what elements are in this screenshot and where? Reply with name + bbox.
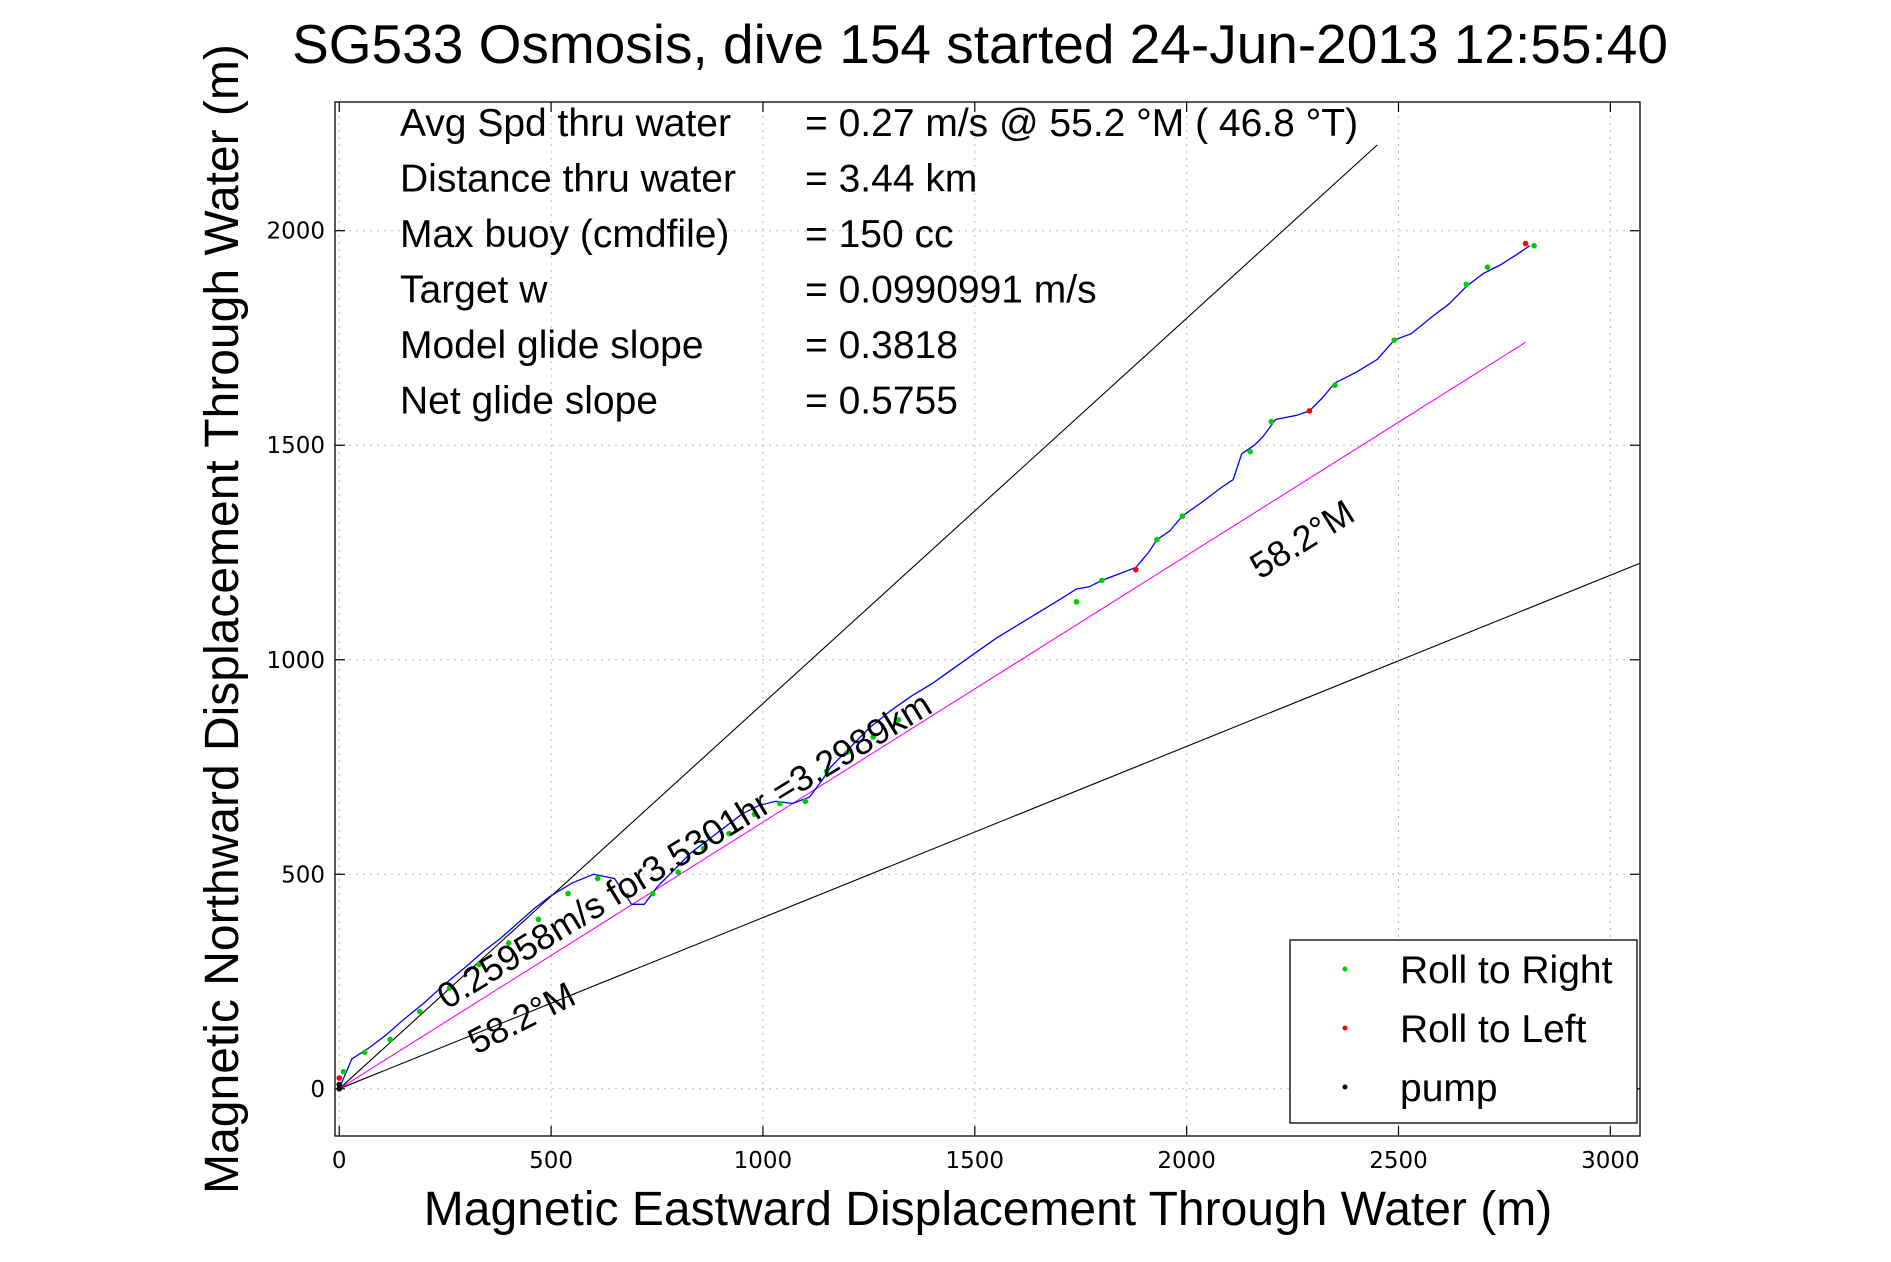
roll-to-left-point	[1306, 408, 1313, 414]
roll-to-right-point	[505, 940, 512, 946]
roll-to-right-point	[726, 830, 732, 837]
roll-to-right-point	[565, 890, 571, 897]
legend-marker	[1342, 1084, 1348, 1090]
x-tick-label: 1000	[734, 1148, 793, 1174]
reference-line	[339, 562, 1641, 1090]
roll-to-right-point	[895, 717, 902, 723]
y-axis-ticks: 0 500 1000 1500 2000	[266, 219, 1640, 1103]
roll-to-right-point	[1391, 337, 1398, 343]
reference-line	[338, 341, 1526, 1090]
y-tick-label: 0	[310, 1077, 325, 1103]
roll-to-right-point	[751, 811, 758, 818]
roll-to-right-point	[476, 961, 482, 968]
roll-to-right-point	[340, 1068, 347, 1075]
roll-to-right-point	[1099, 577, 1105, 584]
reference-lines	[338, 144, 1641, 1090]
roll-to-right-point	[624, 892, 631, 899]
x-tick-label: 500	[529, 1148, 573, 1174]
legend-marker	[1342, 966, 1348, 972]
stat-value: = 0.3818	[805, 324, 958, 367]
y-tick-label: 500	[281, 862, 325, 888]
y-tick-label: 1500	[266, 433, 325, 459]
roll-to-right-point	[387, 1036, 393, 1043]
x-tick-label: 2500	[1369, 1148, 1428, 1174]
roll-to-right-point	[1332, 382, 1338, 388]
roll-to-right-point	[535, 916, 542, 923]
roll-to-right-point	[1154, 536, 1160, 543]
x-axis-ticks: 0 500 1000 1500 2000 2500 3000	[332, 102, 1640, 1174]
roll-to-right-point	[675, 869, 681, 875]
stat-label: Max buoy (cmdfile)	[400, 213, 729, 256]
stat-label: Avg Spd thru water	[400, 102, 731, 145]
x-axis-label: Magnetic Eastward Displacement Through W…	[424, 1183, 1552, 1236]
legend-label: Roll to Right	[1400, 949, 1613, 992]
legend-box	[1289, 939, 1638, 1124]
stat-label: Target w	[400, 269, 548, 312]
roll-to-right-point	[1268, 418, 1275, 425]
stat-label: Distance thru water	[400, 158, 736, 201]
roll-markers	[336, 240, 1537, 1092]
roll-to-right-point	[1484, 264, 1491, 270]
roll-to-right-point	[777, 800, 783, 807]
y-tick-label: 2000	[266, 219, 325, 245]
roll-to-right-point	[844, 749, 851, 755]
roll-to-right-point	[1247, 448, 1253, 455]
stat-value: = 0.5755	[805, 380, 958, 423]
plot-area	[334, 101, 1641, 1137]
stat-value: = 0.27 m/s @ 55.2 °M ( 46.8 °T)	[805, 102, 1358, 145]
roll-to-right-point	[802, 798, 809, 805]
reference-line	[338, 144, 1378, 1090]
legend: Roll to Right Roll to Left pump	[1289, 939, 1638, 1124]
roll-to-left-point	[336, 1075, 343, 1081]
roll-to-right-point	[1531, 242, 1537, 249]
roll-to-left-point	[1522, 240, 1529, 247]
stat-label: Model glide slope	[400, 324, 704, 367]
x-tick-label: 1500	[946, 1148, 1005, 1174]
track-line	[338, 245, 1531, 1090]
y-axis-label: Magnetic Northward Displacement Through …	[196, 44, 249, 1194]
pump-point	[336, 1081, 343, 1088]
roll-to-left-point	[1132, 566, 1139, 573]
x-tick-label: 3000	[1581, 1148, 1640, 1174]
stats-block: Avg Spd thru water = 0.27 m/s @ 55.2 °M (…	[400, 102, 1358, 423]
legend-marker	[1342, 1025, 1348, 1031]
roll-to-right-point	[361, 1049, 368, 1056]
stat-value: = 0.0990991 m/s	[805, 269, 1097, 312]
roll-to-right-point	[594, 875, 601, 882]
roll-to-right-point	[1073, 599, 1080, 605]
y-tick-label: 1000	[266, 648, 325, 674]
chart-title: SG533 Osmosis, dive 154 started 24-Jun-2…	[292, 13, 1668, 75]
roll-to-right-point	[446, 985, 453, 991]
roll-to-right-point	[823, 768, 830, 775]
roll-to-right-point	[870, 734, 876, 740]
x-tick-label: 0	[332, 1148, 347, 1174]
x-tick-label: 2000	[1157, 1148, 1216, 1174]
track-polyline	[338, 245, 1531, 1090]
roll-to-right-point	[700, 845, 707, 852]
stat-label: Net glide slope	[400, 380, 658, 423]
legend-label: pump	[1400, 1067, 1498, 1110]
legend-label: Roll to Left	[1400, 1008, 1587, 1051]
roll-to-right-point	[1463, 281, 1470, 288]
roll-to-right-point	[649, 890, 656, 897]
stat-value: = 3.44 km	[805, 158, 977, 201]
roll-to-right-point	[1179, 513, 1186, 519]
roll-to-right-point	[416, 1008, 423, 1015]
stat-value: = 150 cc	[805, 213, 954, 256]
